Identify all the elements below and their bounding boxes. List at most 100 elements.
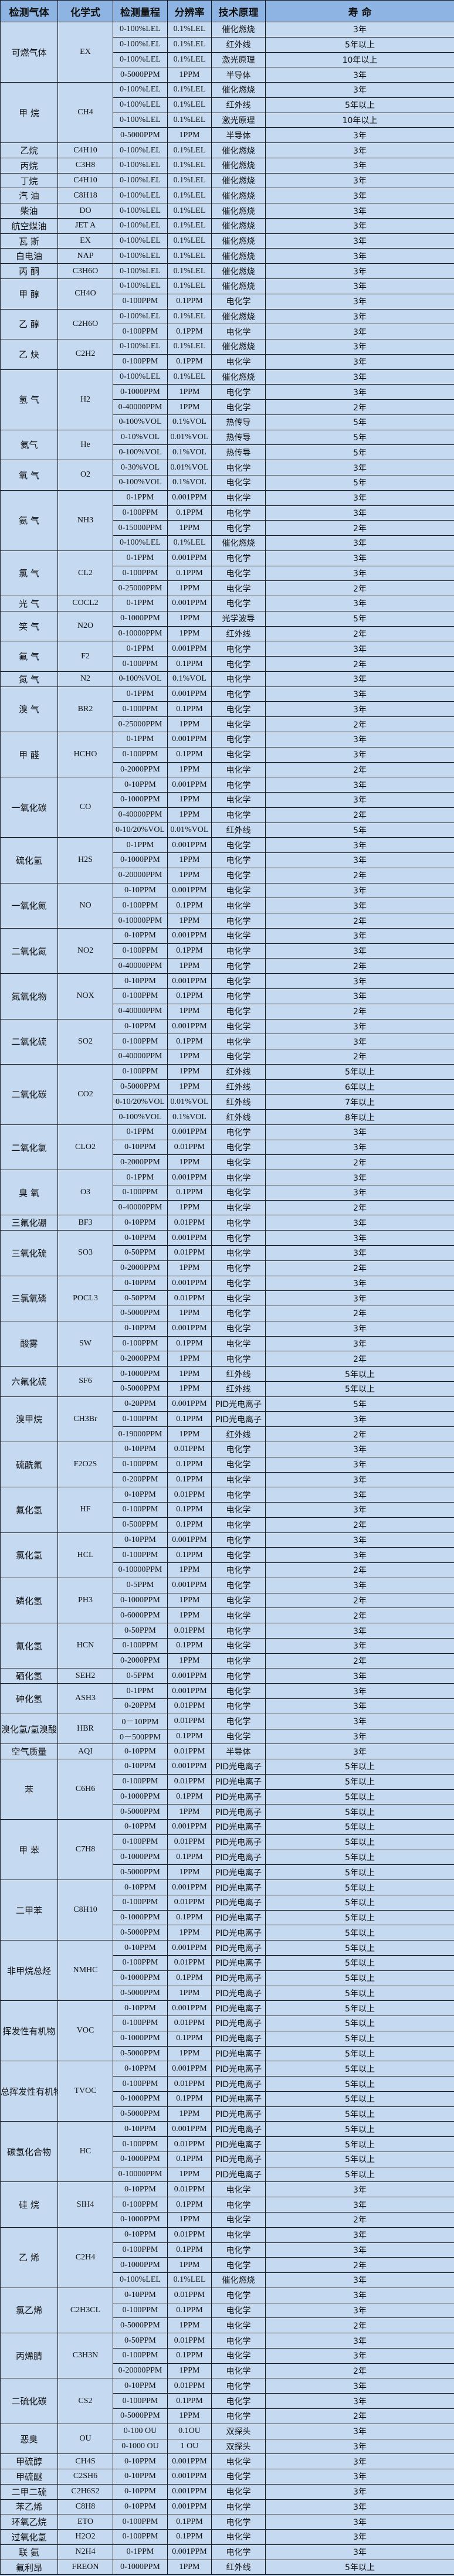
- lifespan-cell: 3年: [265, 898, 454, 914]
- range-cell: 0-100%VOL: [113, 474, 168, 491]
- table-row: 0-10000PPM 1PPM PID光电离子 5年以上: [1, 2166, 454, 2183]
- table-row: 硫酰氟 F2O2S 0-10PPM 0.01PPM 电化学 3年: [0, 1441, 454, 1488]
- technology-cell: PID光电离子: [211, 1819, 266, 1835]
- lifespan-cell: 5年: [265, 414, 454, 430]
- technology-cell: 电化学: [211, 2393, 266, 2409]
- formula-cell: C2H2: [57, 339, 113, 370]
- range-cell: 0-20PPM: [113, 1698, 168, 1714]
- lifespan-cell: 3年: [265, 686, 454, 702]
- resolution-cell: 1PPM: [167, 716, 212, 732]
- technology-cell: 电化学: [211, 807, 266, 823]
- technology-cell: PID光电离子: [211, 2151, 266, 2167]
- table-row: 氮 气 N2 0-100%VOL 0.1%VOL 电化学 3年: [0, 671, 454, 687]
- resolution-cell: 1PPM: [167, 1985, 212, 2001]
- range-cell: 0-6000PPM: [113, 1608, 168, 1624]
- lifespan-cell: 5年: [265, 429, 454, 446]
- formula-cell: SO3: [57, 1230, 113, 1276]
- gas-name-cell: 可燃气体: [0, 21, 58, 83]
- header-row: 检测气体 化学式 检测量程 分辨率 技术原理 寿 命: [0, 0, 454, 22]
- technology-cell: 双探头: [211, 2423, 266, 2439]
- lifespan-cell: 3年: [265, 142, 454, 158]
- lifespan-cell: 3年: [265, 565, 454, 582]
- technology-cell: 电化学: [211, 505, 266, 521]
- range-cell: 0-1000PPM: [113, 1849, 168, 1865]
- technology-cell: 电化学: [211, 1592, 266, 1609]
- table-row: 0-10/20%VOL 0.01%VOL 红外线 5年: [1, 822, 454, 838]
- range-cell: 0-15000PPM: [113, 520, 168, 536]
- lifespan-cell: 3年: [265, 852, 454, 868]
- formula-cell: OU: [57, 2423, 113, 2455]
- resolution-cell: 0.1PPM: [167, 2091, 212, 2107]
- resolution-cell: 0.001PPM: [167, 1819, 212, 1835]
- technology-cell: 电化学: [211, 324, 266, 340]
- range-cell: 0-50PPM: [113, 2333, 168, 2349]
- technology-cell: 电化学: [211, 1018, 266, 1035]
- range-cell: 0-10PPM: [113, 1487, 168, 1503]
- table-row: 0-40000PPM 1PPM 电化学 2年: [1, 807, 454, 823]
- resolution-cell: 0.1PPM: [167, 1335, 212, 1352]
- gas-name-cell: 溴 气: [0, 686, 58, 732]
- table-row: 0-5000PPM 1PPM 红外线 5年以上: [1, 1381, 454, 1397]
- lifespan-cell: 3年: [265, 1018, 454, 1035]
- formula-cell: CH4S: [57, 2453, 113, 2470]
- range-cell: 0-10PPM: [113, 1230, 168, 1246]
- range-cell: 0-10/20%VOL: [113, 1094, 168, 1110]
- technology-cell: 电化学: [211, 1683, 266, 1699]
- technology-cell: 红外线: [211, 2559, 266, 2575]
- table-row: 总挥发性有机物 TVOC 0-10PPM 0.001PPM PID光电离子 5年以上: [0, 2061, 454, 2122]
- table-row: 氢 气 H2 0-100%LEL 0.1%LEL 催化燃烧 3年: [0, 369, 454, 430]
- technology-cell: 电化学: [211, 490, 266, 506]
- table-row: 0-100%LEL 0.1%LEL 催化燃烧 3年: [1, 2272, 454, 2288]
- gas-name-cell: 甲 醇: [0, 278, 58, 310]
- range-cell: 0-1000PPM: [113, 1592, 168, 1609]
- table-row: 三氧化硫 SO3 0-10PPM 0.001PPM 电化学 3年: [0, 1230, 454, 1276]
- table-row: 0-2000PPM 1PPM 电化学 2年: [1, 1260, 454, 1276]
- lifespan-cell: 10年以上: [265, 112, 454, 128]
- technology-cell: 电化学: [211, 837, 266, 854]
- lifespan-cell: 3年: [265, 67, 454, 83]
- lifespan-cell: 2年: [265, 1517, 454, 1533]
- technology-cell: 电化学: [211, 686, 266, 702]
- resolution-cell: 1PPM: [167, 2257, 212, 2273]
- lifespan-cell: 3年: [265, 2272, 454, 2288]
- lifespan-cell: 2年: [265, 2212, 454, 2228]
- resolution-cell: 1PPM: [167, 1426, 212, 1442]
- table-row: 非甲烷总烃 NMHC 0-10PPM 0.001PPM PID光电离子 5年以上: [0, 1940, 454, 2001]
- lifespan-cell: 5年以上: [265, 1773, 454, 1790]
- gas-name-cell: 苯乙烯: [0, 2499, 58, 2515]
- technology-cell: 电化学: [211, 777, 266, 793]
- table-row: 0-2000PPM 1PPM 电化学 2年: [1, 1154, 454, 1171]
- table-row: 0-5000PPM 1PPM 半导体 3年: [1, 67, 454, 83]
- formula-cell: C3H3N: [57, 2333, 113, 2379]
- table-row: 磷化氢 PH3 0-5PPM 0.001PPM 电化学 3年: [0, 1577, 454, 1624]
- range-cell: 0-100%LEL: [113, 82, 168, 98]
- resolution-cell: 0.1PPM: [167, 2242, 212, 2258]
- technology-cell: PID光电离子: [211, 1834, 266, 1850]
- technology-cell: PID光电离子: [211, 1985, 266, 2001]
- table-row: 氨 气 NH3 0-1PPM 0.001PPM 电化学 3年: [0, 490, 454, 551]
- lifespan-cell: 3年: [265, 203, 454, 219]
- formula-cell: EX: [57, 21, 113, 83]
- range-cell: 0-100PPM: [113, 1637, 168, 1654]
- gas-name-cell: 丙烯腈: [0, 2333, 58, 2379]
- gas-name-cell: 柴油: [0, 203, 58, 219]
- gas-name-cell: 联 氨: [0, 2544, 58, 2560]
- formula-cell: TVOC: [57, 2061, 113, 2122]
- range-cell: 0-100%LEL: [113, 308, 168, 325]
- technology-cell: 电化学: [211, 2347, 266, 2364]
- gas-name-cell: 三氧化硫: [0, 1230, 58, 1276]
- resolution-cell: 0.001PPM: [167, 2483, 212, 2500]
- table-row: 0-100%LEL 0.1%LEL 红外线 5年以上: [1, 36, 454, 53]
- range-cell: 0-100PPM: [113, 1184, 168, 1201]
- range-cell: 0-100%LEL: [113, 218, 168, 234]
- resolution-cell: 0.001PPM: [167, 2000, 212, 2017]
- table-row: 0-5000PPM 1PPM PID光电离子 5年以上: [1, 1985, 454, 2001]
- gas-name-cell: 三氯氧磷: [0, 1275, 58, 1321]
- resolution-cell: 0.001PPM: [167, 1759, 212, 1775]
- table-row: 氮氧化物 NOX 0-10PPM 0.001PPM 电化学 3年: [0, 973, 454, 1019]
- range-cell: 0-1PPM: [113, 490, 168, 506]
- table-row: 0-40000PPM 1PPM 电化学 2年: [1, 1199, 454, 1216]
- resolution-cell: 0.1PPM: [167, 354, 212, 370]
- table-row: 过氧化氢 H2O2 0-100PPM 0.1PPM 电化学 3年: [0, 2529, 454, 2545]
- resolution-cell: 0.1PPM: [167, 1184, 212, 1201]
